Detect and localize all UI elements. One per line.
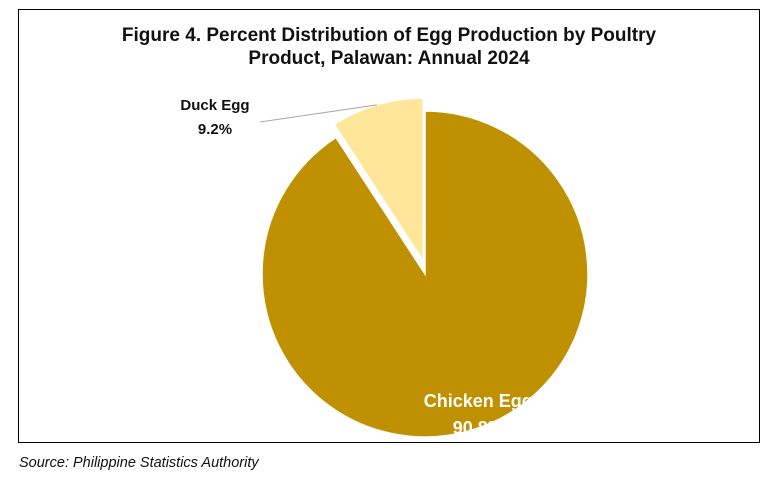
data-label-chicken-egg-name: Chicken Egg (424, 391, 533, 411)
chart-title-line-1: Figure 4. Percent Distribution of Egg Pr… (121, 25, 657, 46)
data-label-duck-egg-name: Duck Egg (180, 97, 249, 114)
chart-title: Figure 4. Percent Distribution of Egg Pr… (19, 24, 759, 70)
data-label-chicken-egg-value: 90.8% (453, 418, 504, 438)
leader-line-duck-egg (259, 104, 377, 123)
pie-labels: Chicken Egg 90.8% Duck Egg 9.2% (180, 97, 532, 438)
pie-slices (261, 97, 589, 438)
source-note: Source: Philippine Statistics Authority (19, 455, 259, 471)
chart-title-line-2: Product, Palawan: Annual 2024 (248, 48, 530, 69)
data-label-duck-egg-value: 9.2% (198, 121, 232, 138)
pie-slice-duck-egg (333, 97, 425, 264)
pie-slice-chicken-egg (261, 110, 589, 438)
